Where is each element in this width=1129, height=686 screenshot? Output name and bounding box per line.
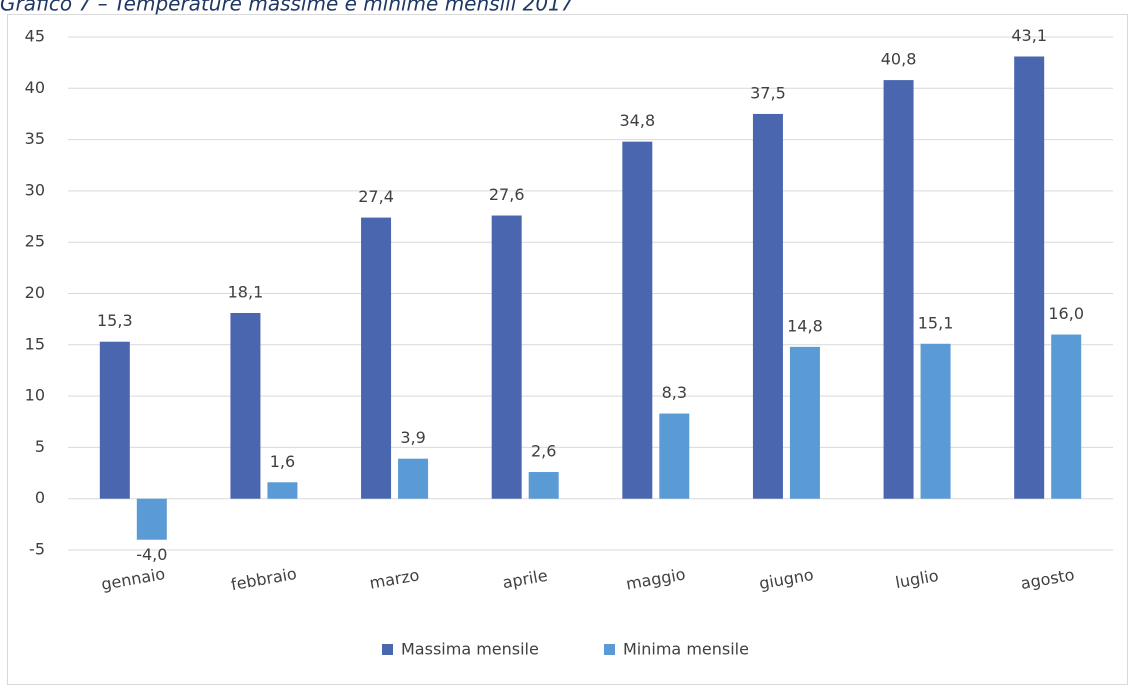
- bar: [622, 141, 653, 499]
- bar: [491, 215, 522, 499]
- y-tick-label: 15: [25, 334, 45, 353]
- y-tick-label: -5: [29, 540, 45, 559]
- data-label: 27,6: [489, 185, 525, 204]
- data-label: 37,5: [750, 83, 786, 102]
- data-label: 2,6: [531, 442, 556, 461]
- data-label: -4,0: [136, 545, 167, 564]
- y-tick-label: 25: [25, 232, 45, 251]
- bar: [789, 346, 820, 499]
- y-tick-label: 40: [25, 78, 45, 97]
- bar: [883, 80, 914, 499]
- data-label: 1,6: [270, 452, 295, 471]
- bar: [659, 413, 690, 499]
- y-tick-label: 35: [25, 129, 45, 148]
- chart-title: Grafico 7 – Temperature massime e minime…: [0, 0, 574, 16]
- data-label: 3,9: [400, 428, 425, 447]
- bar: [752, 113, 783, 499]
- bar: [267, 482, 298, 499]
- data-label: 43,1: [1011, 26, 1047, 45]
- bar: [361, 217, 392, 499]
- bar: [920, 343, 951, 499]
- legend-label: Massima mensile: [401, 640, 539, 659]
- data-label: 15,3: [97, 311, 133, 330]
- data-label: 34,8: [620, 111, 656, 130]
- legend-swatch: [604, 644, 615, 655]
- data-label: 8,3: [662, 383, 687, 402]
- bar: [398, 458, 429, 499]
- bar: [528, 472, 559, 499]
- data-label: 18,1: [228, 282, 264, 301]
- y-tick-label: 20: [25, 283, 45, 302]
- bar: [99, 341, 130, 499]
- chart-frame: [7, 14, 1128, 685]
- bar: [1051, 334, 1082, 499]
- legend-label: Minima mensile: [623, 640, 749, 659]
- bar: [230, 312, 261, 499]
- data-label: 14,8: [787, 316, 823, 335]
- bar: [136, 498, 167, 540]
- y-tick-label: 0: [35, 488, 45, 507]
- y-tick-label: 10: [25, 386, 45, 405]
- data-label: 15,1: [918, 313, 954, 332]
- data-label: 40,8: [881, 50, 917, 69]
- legend-swatch: [382, 644, 393, 655]
- y-tick-label: 30: [25, 180, 45, 199]
- y-tick-label: 45: [25, 27, 45, 46]
- bar: [1014, 56, 1045, 499]
- data-label: 27,4: [358, 187, 394, 206]
- y-tick-label: 5: [35, 437, 45, 456]
- data-label: 16,0: [1048, 304, 1084, 323]
